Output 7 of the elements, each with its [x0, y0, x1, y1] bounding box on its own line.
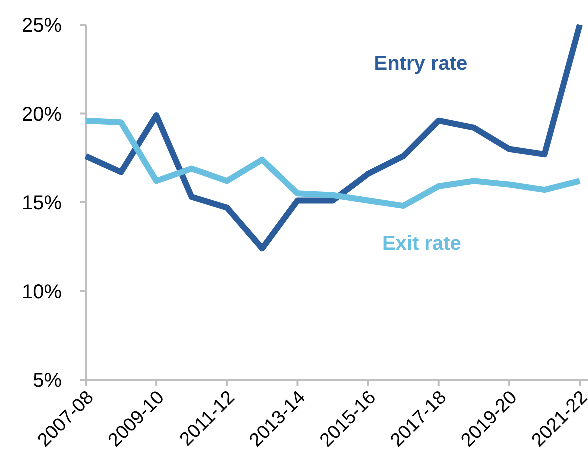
- series-label: Exit rate: [382, 232, 462, 255]
- y-tick-label: 5%: [33, 370, 62, 392]
- y-tick-label: 15%: [22, 192, 62, 214]
- y-tick-label: 20%: [22, 104, 62, 126]
- y-tick-label: 25%: [22, 15, 62, 37]
- text: Entry rate: [374, 52, 468, 75]
- y-tick-label: 10%: [22, 281, 62, 304]
